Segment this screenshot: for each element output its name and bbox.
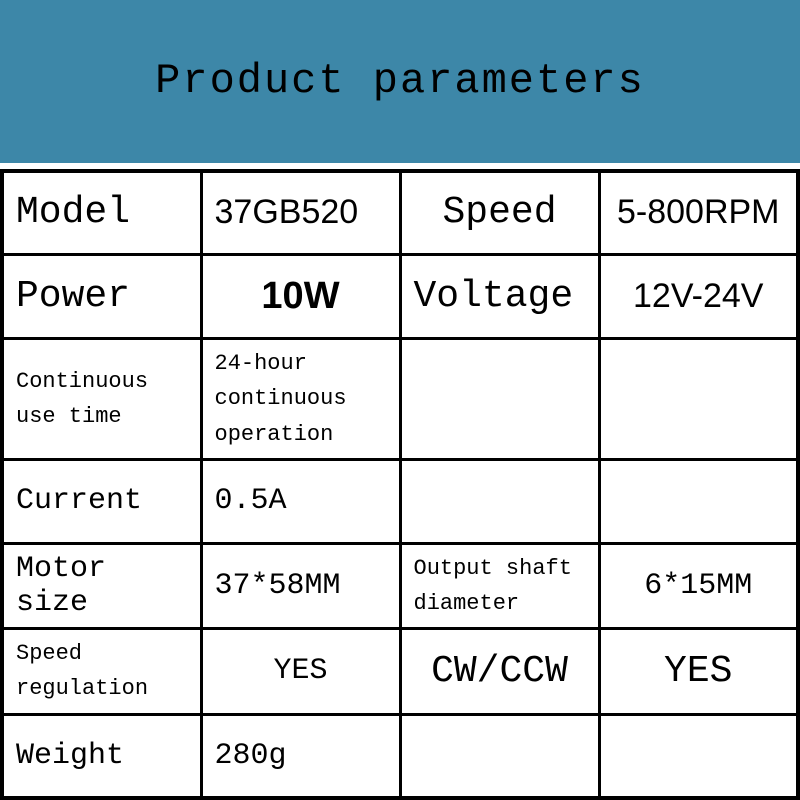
header-banner: Product parameters (0, 0, 800, 163)
spec-table-body: Model 37GB520 Speed 5-800RPM Power 10W V… (2, 171, 798, 798)
table-row: Motor size 37*58MM Output shaft diameter… (2, 543, 798, 628)
label-output-shaft-diameter: Output shaft diameter (400, 543, 599, 628)
value-cw-ccw: YES (599, 629, 798, 714)
table-row: Power 10W Voltage 12V-24V (2, 255, 798, 339)
label-cw-ccw: CW/CCW (400, 629, 599, 714)
table-row: Current 0.5A (2, 459, 798, 543)
label-speed: Speed (400, 171, 599, 255)
value-speed: 5-800RPM (599, 171, 798, 255)
cell-empty (599, 339, 798, 460)
spec-table-wrap: Model 37GB520 Speed 5-800RPM Power 10W V… (0, 163, 800, 800)
value-speed-regulation: YES (201, 629, 400, 714)
label-voltage: Voltage (400, 255, 599, 339)
label-weight: Weight (2, 714, 201, 798)
label-current: Current (2, 459, 201, 543)
cell-empty (599, 459, 798, 543)
value-output-shaft-diameter: 6*15MM (599, 543, 798, 628)
value-power: 10W (201, 255, 400, 339)
label-model: Model (2, 171, 201, 255)
page-title: Product parameters (155, 57, 645, 105)
cell-empty (400, 339, 599, 460)
spec-table: Model 37GB520 Speed 5-800RPM Power 10W V… (0, 169, 800, 800)
label-motor-size: Motor size (2, 543, 201, 628)
value-current: 0.5A (201, 459, 400, 543)
table-row: Continuous use time 24-hour continuous o… (2, 339, 798, 460)
label-continuous-use-time: Continuous use time (2, 339, 201, 460)
table-row: Model 37GB520 Speed 5-800RPM (2, 171, 798, 255)
value-weight: 280g (201, 714, 400, 798)
label-speed-regulation: Speed regulation (2, 629, 201, 714)
value-voltage: 12V-24V (599, 255, 798, 339)
value-continuous-use-time: 24-hour continuous operation (201, 339, 400, 460)
table-row: Speed regulation YES CW/CCW YES (2, 629, 798, 714)
value-motor-size: 37*58MM (201, 543, 400, 628)
cell-empty (400, 714, 599, 798)
label-power: Power (2, 255, 201, 339)
table-row: Weight 280g (2, 714, 798, 798)
cell-empty (599, 714, 798, 798)
cell-empty (400, 459, 599, 543)
value-model: 37GB520 (201, 171, 400, 255)
document-root: Product parameters Model 37GB520 Speed 5… (0, 0, 800, 800)
